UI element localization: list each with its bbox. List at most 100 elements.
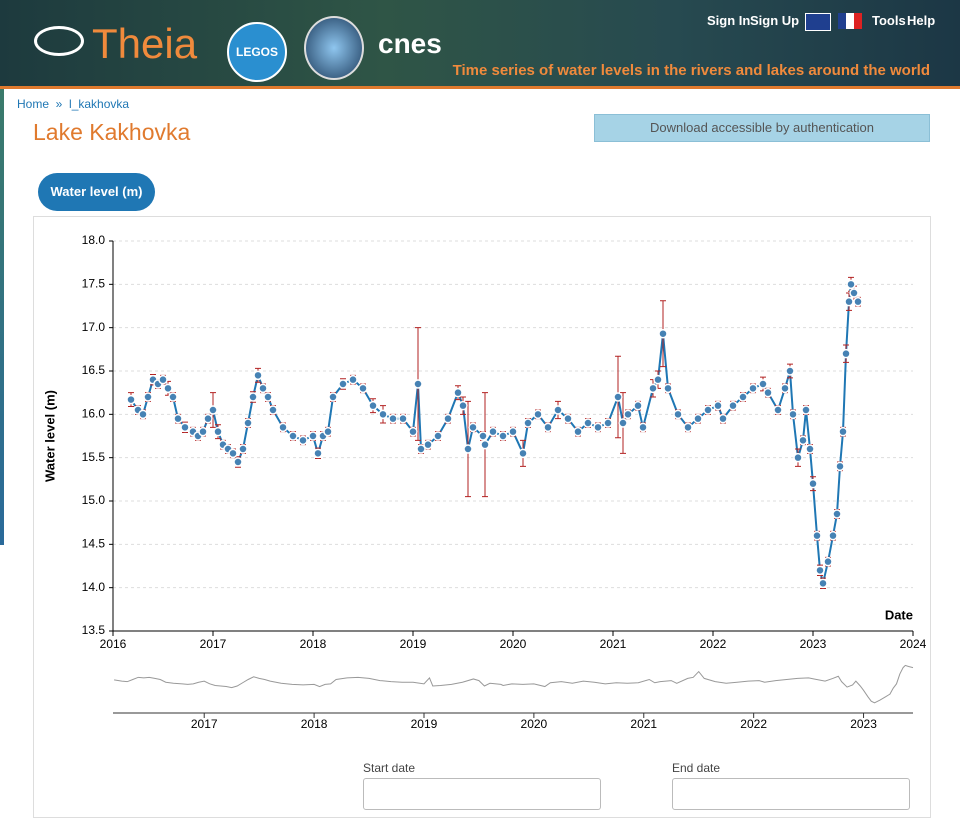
- data-point: [408, 426, 418, 437]
- data-point: [832, 509, 842, 519]
- data-point: [593, 422, 603, 433]
- x-tick-label: 2022: [700, 637, 727, 651]
- data-point: [793, 452, 803, 463]
- data-point: [563, 413, 573, 424]
- data-point: [638, 422, 648, 433]
- start-date-label: Start date: [363, 761, 416, 775]
- data-point: [423, 439, 433, 450]
- navigator-tick-label: 2021: [630, 717, 657, 731]
- data-point: [543, 422, 553, 433]
- data-point: [468, 422, 478, 433]
- data-point: [623, 409, 633, 420]
- data-point: [368, 400, 378, 411]
- data-point: [480, 439, 490, 450]
- data-point: [263, 392, 273, 402]
- download-button[interactable]: Download accessible by authentication: [594, 114, 930, 142]
- navigator-line: [114, 664, 914, 704]
- data-point: [208, 405, 218, 415]
- data-point: [453, 387, 463, 398]
- logo-hydroweb[interactable]: [304, 16, 364, 80]
- logo-cnes[interactable]: cnes: [378, 28, 442, 59]
- y-tick-label: 14.5: [82, 537, 106, 551]
- data-point: [203, 413, 213, 424]
- data-point: [498, 431, 508, 441]
- data-point: [358, 383, 368, 394]
- data-point: [738, 392, 748, 402]
- data-point: [835, 461, 845, 472]
- navigator-tick-label: 2020: [521, 717, 548, 731]
- data-point: [258, 383, 268, 394]
- data-point: [523, 418, 533, 428]
- navigator-tick-label: 2017: [191, 717, 218, 731]
- data-point: [518, 448, 528, 459]
- breadcrumb-lake[interactable]: l_kakhovka: [69, 97, 130, 111]
- logo-theia[interactable]: Theia: [92, 20, 198, 67]
- start-date-input[interactable]: [363, 778, 601, 810]
- data-point: [553, 405, 563, 415]
- data-point: [823, 556, 833, 567]
- chart: 13.5 14.0 14.5 15.0 15.5 16.0 16.5 17.0 17.5 18.0…: [42, 233, 926, 731]
- data-point: [228, 448, 238, 459]
- data-point: [158, 374, 168, 385]
- end-date-input[interactable]: [672, 778, 910, 810]
- logo-eye: [34, 26, 84, 56]
- y-tick-label: 15.0: [82, 493, 106, 507]
- data-point: [828, 530, 838, 541]
- data-point: [378, 409, 388, 420]
- data-point: [213, 426, 223, 437]
- navigator-tick-label: 2018: [301, 717, 328, 731]
- data-point: [663, 383, 673, 394]
- data-point: [841, 348, 851, 359]
- y-tick-label: 17.5: [82, 277, 106, 291]
- data-point: [748, 383, 758, 394]
- data-point: [648, 383, 658, 394]
- data-point: [198, 426, 208, 437]
- tagline: Time series of water levels in the river…: [452, 62, 930, 79]
- data-point: [658, 328, 668, 339]
- data-point: [180, 422, 190, 433]
- x-tick-label: 2019: [400, 637, 427, 651]
- data-point: [126, 394, 136, 405]
- data-point: [278, 422, 288, 433]
- data-point: [801, 405, 811, 415]
- data-point: [812, 530, 822, 541]
- data-point: [844, 296, 854, 307]
- data-point: [238, 444, 248, 454]
- flag-uk[interactable]: [805, 13, 831, 31]
- data-point: [849, 288, 859, 298]
- data-point: [253, 370, 263, 381]
- banner: Theia LEGOS cnes Sign In Sign Up Tools H…: [0, 0, 960, 89]
- data-point: [718, 413, 728, 424]
- data-point: [653, 374, 663, 385]
- data-point: [433, 431, 443, 441]
- help[interactable]: Help: [907, 13, 936, 28]
- data-point: [758, 379, 768, 389]
- x-tick-label: 2018: [300, 637, 327, 651]
- y-axis-label: Water level (m): [42, 390, 57, 482]
- data-point: [603, 418, 613, 428]
- data-point: [338, 379, 348, 389]
- breadcrumb-home[interactable]: Home: [17, 97, 50, 111]
- data-point: [838, 426, 848, 437]
- data-point: [805, 444, 815, 454]
- data-point: [413, 379, 423, 389]
- tab-water-level[interactable]: Water level (m): [38, 173, 155, 211]
- data-point: [298, 435, 308, 446]
- data-point: [780, 383, 790, 394]
- tools[interactable]: Tools: [872, 13, 906, 28]
- page-title: Lake Kakhovka: [33, 119, 191, 145]
- data-point: [398, 413, 408, 424]
- sign-up[interactable]: Sign Up: [750, 13, 800, 28]
- data-point: [328, 392, 338, 402]
- data-point: [618, 418, 628, 428]
- sign-in[interactable]: Sign In: [707, 13, 751, 28]
- side-image: [0, 89, 4, 545]
- y-tick-label: 15.5: [82, 450, 106, 464]
- data-point: [673, 409, 683, 420]
- logo-legos[interactable]: LEGOS: [227, 22, 287, 82]
- x-tick-label: 2023: [800, 637, 827, 651]
- x-tick-label: 2020: [500, 637, 527, 651]
- flag-fr[interactable]: [838, 13, 862, 29]
- data-point: [168, 392, 178, 402]
